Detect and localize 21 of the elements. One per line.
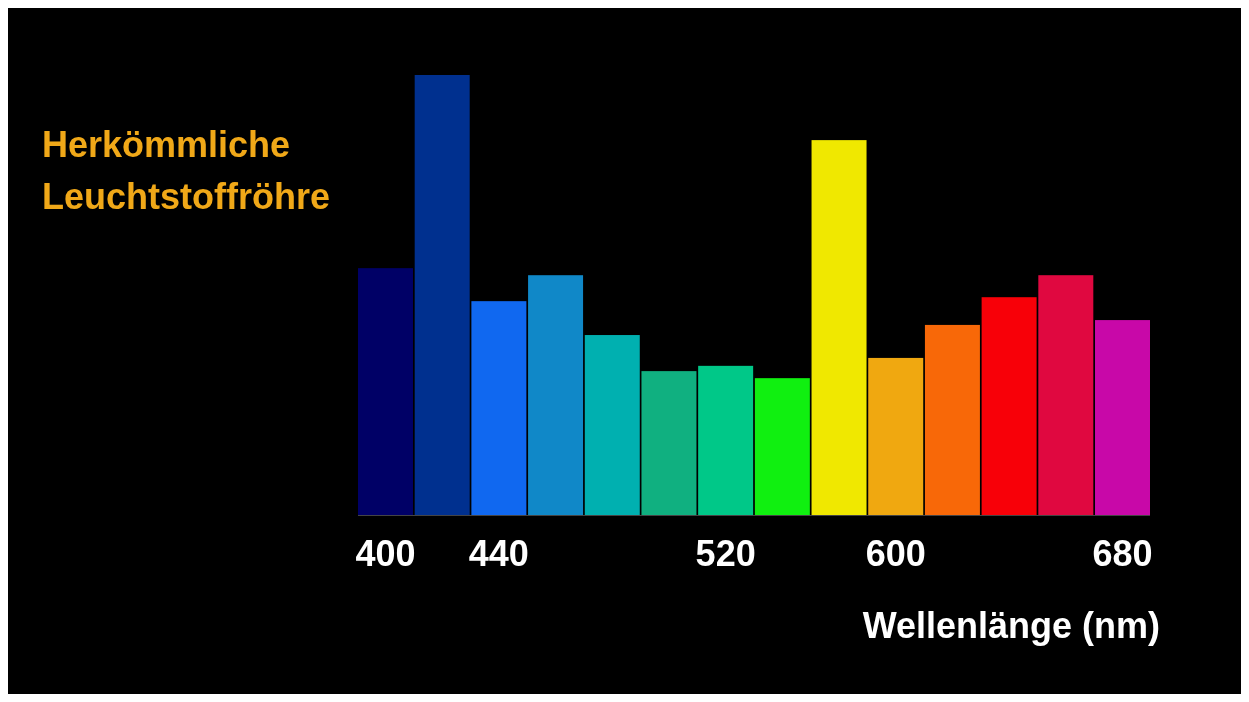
bar — [528, 275, 584, 515]
x-tick-label: 680 — [1092, 533, 1153, 574]
bar — [1095, 320, 1150, 515]
bar — [754, 378, 810, 515]
x-axis-title: Wellenlänge (nm) — [862, 605, 1160, 646]
bar — [981, 297, 1037, 515]
bar — [811, 140, 867, 515]
bar — [1038, 275, 1094, 515]
bar — [584, 335, 640, 515]
x-tick-label: 600 — [865, 533, 926, 574]
text: Herkömmliche Leuchtstoffröhre — [42, 124, 330, 217]
x-tick-label: 440 — [468, 533, 529, 574]
x-tick-label: 520 — [695, 533, 756, 574]
bar — [414, 75, 470, 515]
bar — [471, 301, 527, 515]
bar — [698, 365, 754, 515]
bar — [924, 324, 980, 515]
bar — [868, 357, 924, 515]
bar — [358, 268, 413, 515]
x-tick-label: 400 — [355, 533, 416, 574]
bar — [641, 371, 697, 515]
